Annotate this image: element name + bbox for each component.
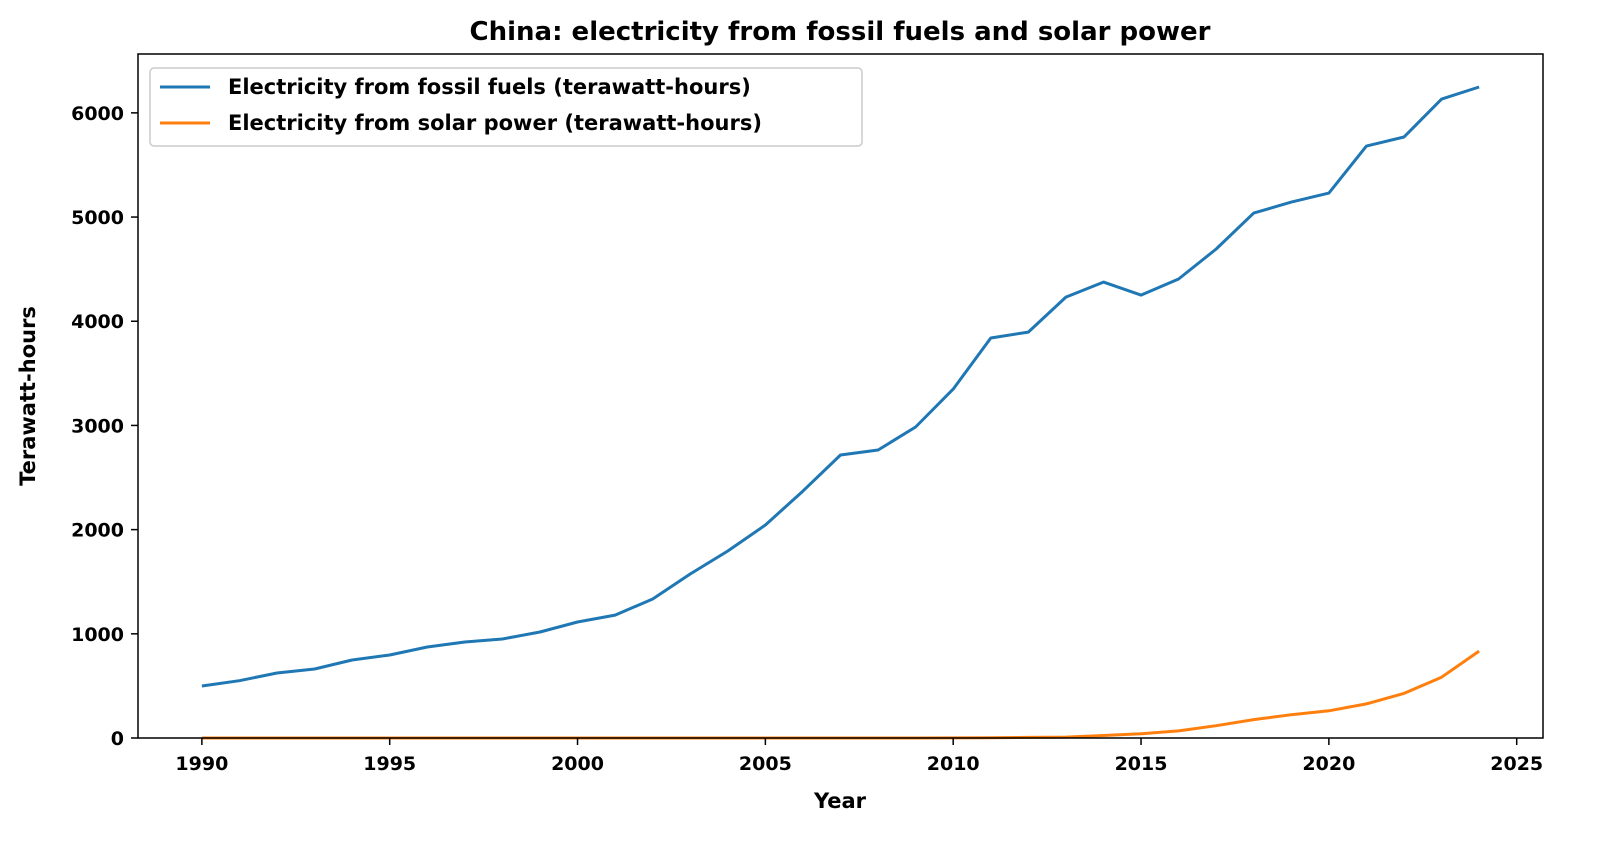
- data-point: [1102, 734, 1105, 737]
- data-point: [1440, 98, 1443, 101]
- data-point: [426, 646, 429, 649]
- legend-label-solar: Electricity from solar power (terawatt-h…: [228, 111, 762, 135]
- data-point: [1140, 732, 1143, 735]
- data-point: [1290, 201, 1293, 204]
- data-point: [1365, 145, 1368, 148]
- legend-box: [149, 67, 863, 147]
- data-point: [313, 668, 316, 671]
- data-point: [1215, 248, 1218, 251]
- data-point: [1140, 294, 1143, 297]
- chart-title: China: electricity from fossil fuels and…: [470, 17, 1211, 47]
- data-point: [576, 621, 579, 624]
- y-tick-label: 3000: [71, 415, 124, 437]
- data-point: [1440, 676, 1443, 679]
- x-tick-label: 2000: [551, 753, 604, 775]
- data-point: [839, 454, 842, 457]
- y-tick-label: 0: [111, 728, 124, 750]
- data-point: [1478, 86, 1481, 89]
- data-point: [1478, 650, 1481, 653]
- data-point: [801, 490, 804, 493]
- x-tick-label: 2025: [1490, 753, 1543, 775]
- y-tick-label: 6000: [71, 103, 124, 125]
- x-tick-label: 2015: [1115, 753, 1168, 775]
- data-point: [1064, 296, 1067, 299]
- x-axis-label: Year: [813, 789, 867, 813]
- data-point: [1290, 713, 1293, 716]
- data-point: [200, 685, 203, 688]
- y-tick-label: 5000: [71, 207, 124, 229]
- data-point: [989, 337, 992, 340]
- data-point: [1327, 709, 1330, 712]
- data-point: [726, 549, 729, 552]
- legend-label-fossil: Electricity from fossil fuels (terawatt-…: [228, 75, 751, 99]
- data-point: [463, 641, 466, 644]
- data-point: [351, 658, 354, 661]
- data-point: [1252, 212, 1255, 215]
- data-point: [1327, 192, 1330, 195]
- data-point: [501, 638, 504, 641]
- data-point: [1365, 702, 1368, 705]
- data-point: [1403, 136, 1406, 139]
- y-axis-label: Terawatt-hours: [16, 306, 40, 486]
- plot-frame: [137, 53, 1544, 739]
- series-line-solar: [201, 649, 1480, 740]
- data-point: [1252, 718, 1255, 721]
- data-point: [614, 614, 617, 617]
- data-point: [952, 388, 955, 391]
- data-point: [1403, 692, 1406, 695]
- data-point: [1177, 729, 1180, 732]
- y-tick-label: 4000: [71, 311, 124, 333]
- data-point: [914, 425, 917, 428]
- x-tick-label: 1990: [175, 753, 228, 775]
- data-point: [1215, 724, 1218, 727]
- x-tick-label: 2005: [739, 753, 792, 775]
- data-point: [1177, 278, 1180, 281]
- data-point: [1102, 281, 1105, 284]
- data-point: [238, 679, 241, 682]
- data-point: [689, 573, 692, 576]
- x-tick-label: 2010: [927, 753, 980, 775]
- data-point: [877, 449, 880, 452]
- series-line-fossil: [201, 85, 1480, 688]
- y-tick-label: 1000: [71, 624, 124, 646]
- legend: Electricity from fossil fuels (terawatt-…: [149, 67, 863, 147]
- data-point: [764, 524, 767, 527]
- data-point: [388, 653, 391, 656]
- data-point: [1027, 331, 1030, 334]
- data-point: [651, 598, 654, 601]
- x-tick-label: 2020: [1302, 753, 1355, 775]
- data-point: [538, 631, 541, 634]
- y-tick-label: 2000: [71, 520, 124, 542]
- x-tick-label: 1995: [363, 753, 416, 775]
- data-point: [275, 671, 278, 674]
